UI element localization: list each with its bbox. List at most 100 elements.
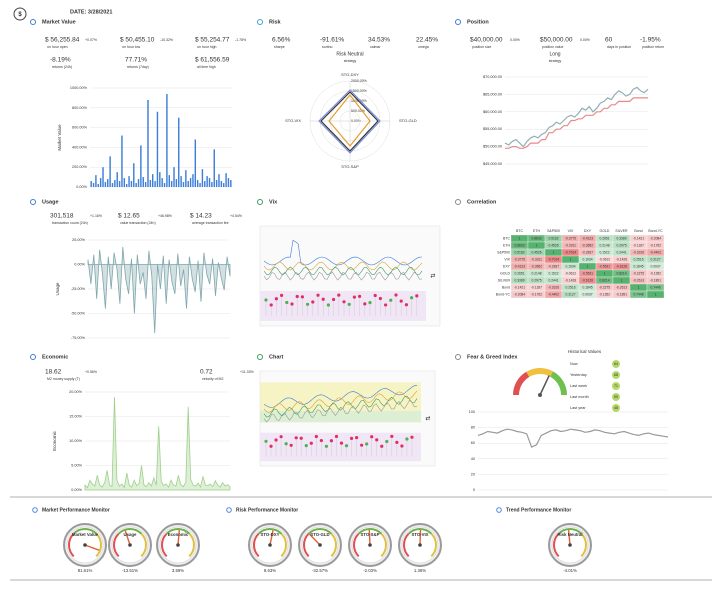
stat-label: position value <box>542 45 563 49</box>
column-header: SILVER <box>615 229 628 233</box>
panel-icon <box>30 199 36 205</box>
svg-text:$: $ <box>18 12 22 18</box>
cell-value: 1 <box>570 257 572 261</box>
bar <box>225 173 227 187</box>
gauge-band <box>357 528 383 535</box>
row-header: GOLD <box>500 271 510 275</box>
cell-value: 0.0937 <box>582 292 592 296</box>
cell-value: 0.2516 <box>565 285 575 289</box>
stat-value: 77.71% <box>125 57 147 64</box>
y-tick-label: 15.00% <box>69 415 83 419</box>
y-tick-label: 1000.00% <box>70 86 88 90</box>
row-header: BTC <box>503 236 510 240</box>
cell-value: 0.2441 <box>548 278 558 282</box>
gauge-band <box>513 371 530 396</box>
r-tick-label: 500.00% <box>351 109 365 113</box>
stat-label: sharpe <box>274 45 285 49</box>
cell-value: -0.6128 <box>616 264 627 268</box>
stat-value: $ 12.65 <box>118 213 140 220</box>
stat-value: $50,000.00 <box>540 37 573 44</box>
y-tick-label: 800.00% <box>72 106 88 110</box>
cell-value: -0.2275 <box>633 271 644 275</box>
gauge-hub <box>418 543 422 547</box>
gauge-hub <box>176 543 180 547</box>
sub-dot <box>358 294 362 298</box>
cell-value: 0.3389 <box>514 278 524 282</box>
cell-value: -0.4123 <box>582 236 593 240</box>
sub-dot <box>385 439 389 444</box>
y-tick-label: $70,000.00 <box>483 75 502 79</box>
stat-label: on hour high <box>197 45 217 49</box>
stat-value: 34.53% <box>368 37 390 44</box>
row-header: DXY <box>503 264 511 268</box>
y-axis-label: Usage <box>55 282 60 296</box>
stat-label: days in position <box>607 45 631 49</box>
cell-value: 0.2975 <box>531 278 541 282</box>
gauge-needle <box>177 529 180 546</box>
panel-title: Economic <box>42 354 68 360</box>
gauge-name: STO-DXY <box>260 532 279 537</box>
gauge-band <box>253 533 260 558</box>
stat-label: velocity of M2 <box>202 377 223 381</box>
embedded-line <box>263 385 418 408</box>
sub-dot <box>370 435 374 439</box>
cell-value: 0.7446 <box>650 285 660 289</box>
gauge-name: STO-S&P <box>360 532 379 537</box>
bar <box>163 183 166 187</box>
sub-dot <box>395 440 399 444</box>
cell-value: 0.1934 <box>582 257 592 261</box>
column-header: GOLD <box>600 229 610 233</box>
panel-title: Risk <box>269 19 282 25</box>
sub-dot <box>299 436 303 440</box>
y-tick-label: 100 <box>469 410 475 414</box>
bar <box>107 179 109 187</box>
bar <box>142 177 144 187</box>
cell-value: -0.1891 <box>650 278 661 282</box>
cell-value: 0.2516 <box>633 257 643 261</box>
gauge-band <box>140 533 147 558</box>
gauge-value: 81.61% <box>78 568 93 573</box>
gauge-value: -32.57% <box>312 568 328 573</box>
bar <box>118 181 121 187</box>
sub-dot <box>309 441 313 445</box>
column-header: S&P500 <box>547 229 560 233</box>
panel-icon <box>455 199 461 205</box>
sub-dot <box>284 442 288 446</box>
monitor-icon <box>32 507 38 513</box>
sub-dot <box>269 303 273 307</box>
cell-value: 0.8833 <box>514 243 524 247</box>
line-series <box>477 428 669 448</box>
gauge-band <box>72 528 98 535</box>
embedded-line <box>263 266 423 276</box>
cell-value: 1 <box>536 243 538 247</box>
bar <box>90 181 92 187</box>
gauge-band <box>353 533 360 558</box>
stat-label: on hour open <box>47 45 68 49</box>
panel-title: Market Value <box>42 19 76 25</box>
cell-value: -0.2613 <box>633 278 644 282</box>
sub-dot <box>405 437 409 441</box>
gauge-band <box>407 528 433 535</box>
bar <box>211 182 213 187</box>
radar-label: STO-DXY <box>341 72 359 77</box>
gauge-needle <box>124 530 131 546</box>
sub-dot <box>410 296 414 300</box>
gauge-name: Usage <box>124 532 138 537</box>
history-value: 55 <box>614 395 618 399</box>
gauge-band <box>430 533 437 558</box>
cell-value: -0.5531 <box>582 271 593 275</box>
stat-change: +11.33% <box>240 370 254 374</box>
cell-value: 1 <box>587 264 589 268</box>
cell-value: -0.4402 <box>548 292 559 296</box>
cell-value: -0.7014 <box>548 257 559 261</box>
column-header: BTC <box>516 229 523 233</box>
cell-value: 0.7446 <box>633 292 643 296</box>
bar <box>140 145 142 187</box>
cell-value: -0.3652 <box>582 243 593 247</box>
logo: $ <box>13 7 27 21</box>
gauge-band <box>161 533 168 558</box>
panel-title: Correlation <box>467 199 497 205</box>
column-header: DXY <box>584 229 592 233</box>
embedded-line <box>263 261 423 271</box>
gauge-band <box>95 533 102 558</box>
